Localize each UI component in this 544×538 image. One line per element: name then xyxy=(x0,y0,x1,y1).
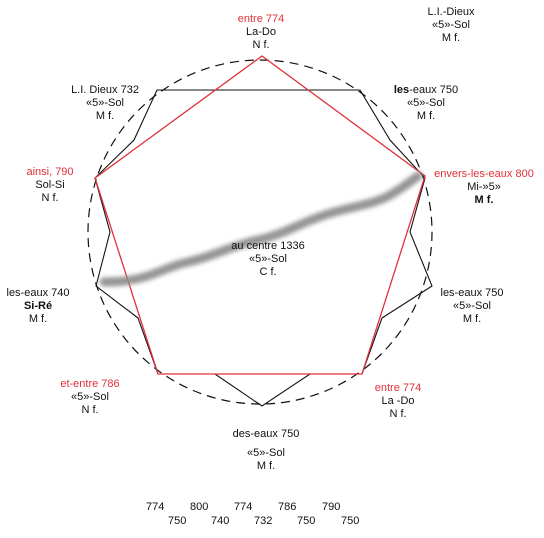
label-ul-l1: L.I. Dieux 732 xyxy=(71,84,139,96)
label-left-upper: ainsi, 790 Sol-Si N f. xyxy=(20,166,80,205)
num-row2-1: 740 xyxy=(211,515,230,527)
label-right-upper: envers-les-eaux 800 Mi-»5» M f. xyxy=(426,168,542,207)
label-lr-l2: La -Do xyxy=(381,395,415,407)
label-ul-l3: M f. xyxy=(95,110,115,122)
label-upper-left: L.I. Dieux 732 «5»-Sol M f. xyxy=(60,84,150,123)
label-ur-l1-bold: les xyxy=(393,84,410,96)
label-top-l3: N f. xyxy=(252,39,270,51)
label-bottom: des-eaux 750 «5»-Sol M f. xyxy=(226,428,306,473)
label-top-head: entre 774 xyxy=(237,13,285,25)
label-lower-left: et-entre 786 «5»-Sol N f. xyxy=(52,378,128,417)
label-ru-l2: Mi-»5» xyxy=(467,181,501,193)
label-right-middle: les-eaux 750 «5»-Sol M f. xyxy=(432,287,512,326)
label-lm-l1: les-eaux 740 xyxy=(6,287,70,299)
label-lm-l3: M f. xyxy=(28,313,48,325)
num-row2-3: 750 xyxy=(297,515,316,527)
num-row1-3: 786 xyxy=(278,501,297,513)
num-row1-4: 790 xyxy=(322,501,341,513)
label-lu-l2: Sol-Si xyxy=(35,179,65,191)
label-center-l1: au centre 1336 xyxy=(231,240,305,252)
label-upper-right: les-eaux 750 «5»-Sol M f. xyxy=(386,84,466,123)
label-ur-l2: «5»-Sol xyxy=(407,97,445,109)
red-pentagon xyxy=(94,55,426,375)
label-top: entre 774 La-Do N f. xyxy=(226,13,296,52)
label-lr-head: entre 774 xyxy=(374,382,422,394)
label-bottom-l3: M f. xyxy=(256,460,276,472)
label-trc-l1: L.I.-Dieux xyxy=(427,6,475,18)
label-center: au centre 1336 «5»-Sol C f. xyxy=(228,240,308,279)
label-ul-l2: «5»-Sol xyxy=(86,97,124,109)
label-lu-head: ainsi, 790 xyxy=(26,166,74,178)
label-rm-l2: «5»-Sol xyxy=(453,300,491,312)
label-bottom-l2: «5»-Sol xyxy=(247,447,285,459)
label-center-l3: C f. xyxy=(259,266,277,278)
label-rm-l1: les-eaux 750 xyxy=(440,287,504,299)
label-ur-l1-rest: -eaux 750 xyxy=(409,84,459,96)
num-row2-4: 750 xyxy=(341,515,360,527)
num-row1-0: 774 xyxy=(146,501,165,513)
grey-brush-stroke xyxy=(99,171,423,287)
label-ll-l3: N f. xyxy=(81,404,99,416)
label-ll-l2: «5»-Sol xyxy=(71,391,109,403)
num-row2-2: 732 xyxy=(254,515,273,527)
label-center-l2: «5»-Sol xyxy=(249,253,287,265)
label-lu-l3: N f. xyxy=(41,192,59,204)
label-left-middle: les-eaux 740 Si-Ré M f. xyxy=(0,287,76,326)
label-lr-l3: N f. xyxy=(389,408,407,420)
label-ll-head: et-entre 786 xyxy=(60,378,120,390)
label-trc-l2: «5»-Sol xyxy=(432,19,470,31)
label-ru-head: envers-les-eaux 800 xyxy=(434,168,534,180)
label-ur-l3: M f. xyxy=(416,110,436,122)
label-ur-l1: les-eaux 750 xyxy=(386,84,466,97)
num-row2-0: 750 xyxy=(168,515,187,527)
label-rm-l3: M f. xyxy=(462,313,482,325)
label-lm-l2: Si-Ré xyxy=(23,300,53,312)
label-lower-right: entre 774 La -Do N f. xyxy=(366,382,430,421)
label-trc-l3: M f. xyxy=(441,32,461,44)
label-bottom-l1: des-eaux 750 xyxy=(232,428,300,440)
num-row1-1: 800 xyxy=(190,501,209,513)
num-row1-2: 774 xyxy=(234,501,253,513)
label-top-l2: La-Do xyxy=(246,26,276,38)
label-top-right-corner: L.I.-Dieux «5»-Sol M f. xyxy=(416,6,486,45)
label-ru-l3: M f. xyxy=(474,194,494,206)
